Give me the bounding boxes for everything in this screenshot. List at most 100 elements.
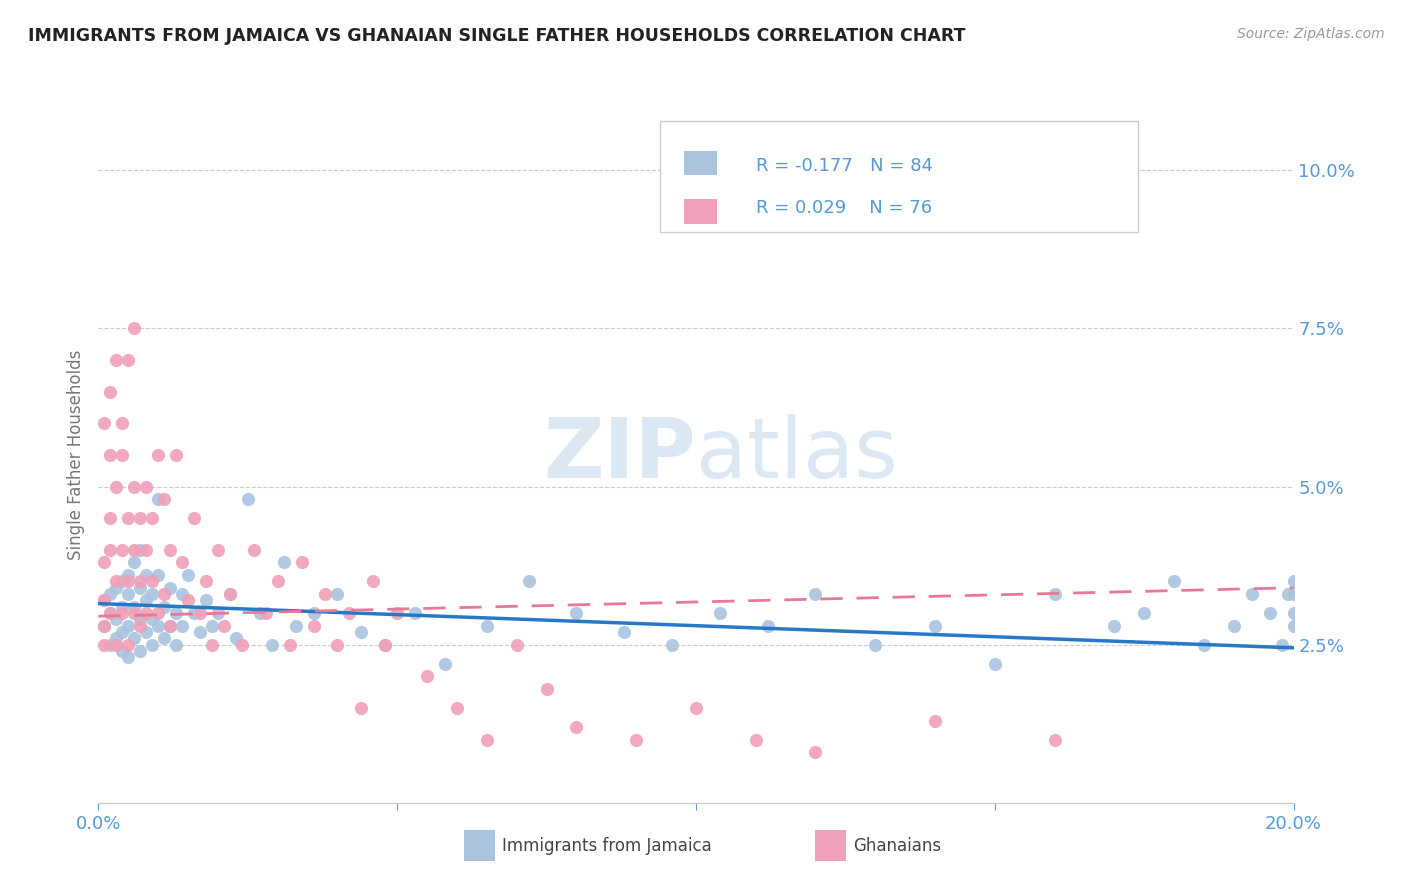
Point	[111, 625, 134, 640]
Point	[1277, 587, 1299, 601]
Point	[93, 556, 115, 570]
Point	[124, 542, 146, 557]
Point	[1133, 606, 1156, 620]
Point	[416, 669, 439, 683]
Point	[159, 618, 181, 632]
Point	[374, 638, 396, 652]
Point	[165, 638, 187, 652]
Point	[153, 492, 176, 507]
Point	[924, 618, 946, 632]
Point	[98, 448, 122, 462]
Point	[1043, 587, 1066, 601]
Point	[98, 511, 122, 525]
Point	[446, 701, 468, 715]
Text: ZIP: ZIP	[544, 415, 696, 495]
Point	[1282, 618, 1305, 632]
Point	[153, 599, 176, 614]
Point	[93, 417, 115, 431]
Point	[924, 714, 946, 728]
Text: Ghanaians: Ghanaians	[853, 837, 942, 855]
Point	[105, 479, 128, 493]
Point	[105, 638, 128, 652]
Point	[385, 606, 409, 620]
Point	[326, 638, 349, 652]
Point	[105, 632, 128, 646]
Point	[183, 606, 205, 620]
Point	[1223, 618, 1246, 632]
Point	[105, 581, 128, 595]
Point	[165, 606, 187, 620]
Point	[111, 606, 134, 620]
Point	[159, 542, 181, 557]
Point	[98, 587, 122, 601]
Point	[1043, 732, 1066, 747]
Point	[129, 612, 152, 626]
Point	[685, 701, 707, 715]
FancyBboxPatch shape	[685, 199, 717, 224]
Point	[1192, 638, 1215, 652]
Point	[172, 556, 194, 570]
Point	[148, 618, 170, 632]
Point	[129, 574, 152, 589]
Point	[374, 638, 396, 652]
Point	[141, 574, 163, 589]
Point	[98, 606, 122, 620]
Point	[124, 599, 146, 614]
Text: Immigrants from Jamaica: Immigrants from Jamaica	[502, 837, 711, 855]
Point	[93, 618, 115, 632]
Point	[194, 593, 218, 607]
Point	[236, 492, 259, 507]
Point	[565, 606, 588, 620]
Point	[207, 606, 229, 620]
Point	[129, 644, 152, 658]
Point	[135, 479, 157, 493]
Point	[326, 587, 349, 601]
Point	[254, 606, 277, 620]
Point	[172, 587, 194, 601]
Point	[212, 618, 235, 632]
Point	[117, 574, 139, 589]
Point	[302, 606, 325, 620]
Text: R = -0.177   N = 84: R = -0.177 N = 84	[756, 157, 932, 175]
Point	[1282, 587, 1305, 601]
Point	[135, 606, 157, 620]
Point	[804, 745, 827, 759]
Point	[1104, 618, 1126, 632]
Point	[1258, 606, 1281, 620]
Point	[111, 574, 134, 589]
Point	[135, 593, 157, 607]
Point	[865, 638, 887, 652]
Point	[129, 618, 152, 632]
Point	[260, 638, 283, 652]
Point	[661, 638, 683, 652]
Point	[183, 511, 205, 525]
Point	[98, 542, 122, 557]
Point	[350, 625, 373, 640]
Point	[709, 606, 731, 620]
Point	[177, 593, 200, 607]
Point	[225, 632, 247, 646]
Point	[117, 353, 139, 368]
Point	[165, 448, 187, 462]
Point	[219, 587, 242, 601]
Point	[1240, 587, 1263, 601]
Point	[153, 632, 176, 646]
Point	[475, 618, 498, 632]
Point	[148, 606, 170, 620]
Point	[290, 556, 312, 570]
Point	[105, 574, 128, 589]
Point	[148, 568, 170, 582]
Point	[141, 612, 163, 626]
Point	[124, 321, 146, 335]
Point	[624, 732, 647, 747]
Point	[117, 638, 139, 652]
Point	[517, 574, 540, 589]
Point	[141, 638, 163, 652]
Point	[98, 384, 122, 399]
Point	[124, 606, 146, 620]
Point	[302, 618, 325, 632]
Point	[188, 625, 211, 640]
Text: Source: ZipAtlas.com: Source: ZipAtlas.com	[1237, 27, 1385, 41]
Text: R = 0.029    N = 76: R = 0.029 N = 76	[756, 199, 932, 217]
Point	[111, 448, 134, 462]
